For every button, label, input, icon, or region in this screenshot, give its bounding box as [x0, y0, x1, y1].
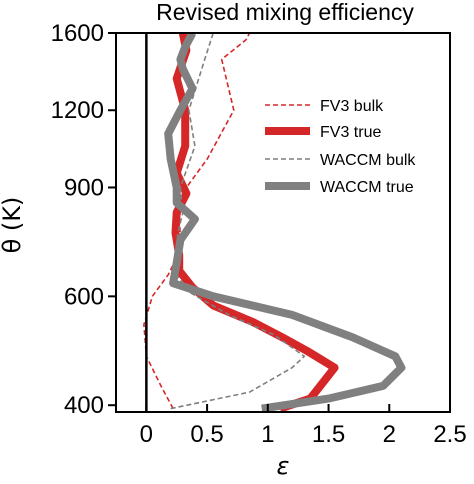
x-tick-label: 1: [261, 421, 274, 448]
y-axis-label: θ (K): [0, 197, 26, 254]
legend-label-fv3-bulk: FV3 bulk: [320, 98, 384, 115]
y-tick-label: 900: [64, 174, 104, 201]
series-line-waccm-bulk: [170, 33, 306, 410]
x-tick-label: 0.5: [190, 421, 223, 448]
legend-label-fv3-true: FV3 true: [320, 124, 381, 141]
y-tick-label: 1200: [51, 97, 104, 124]
series-line-fv3-true: [171, 33, 339, 412]
y-axis: 400 600 900 1200 1600: [51, 20, 116, 419]
series-line-waccm-true: [164, 33, 406, 412]
x-tick-label: 1.5: [312, 421, 345, 448]
x-tick-label: 0: [140, 421, 153, 448]
series-group: [143, 33, 406, 412]
plot-frame: [115, 32, 451, 413]
legend-label-waccm-bulk: WACCM bulk: [320, 152, 416, 169]
y-tick-label: 400: [64, 392, 104, 419]
chart-title: Revised mixing efficiency: [156, 0, 414, 25]
plot-area: [143, 33, 406, 412]
y-tick-label: 600: [64, 283, 104, 310]
x-axis: 0 0.5 1 1.5 2 2.5: [140, 404, 467, 448]
x-tick-label: 2: [383, 421, 396, 448]
legend: FV3 bulk FV3 true WACCM bulk WACCM true: [265, 98, 416, 196]
x-axis-label: ε: [277, 452, 290, 480]
y-tick-label: 1600: [51, 20, 104, 47]
x-tick-label: 2.5: [433, 421, 466, 448]
legend-label-waccm-true: WACCM true: [320, 179, 414, 196]
